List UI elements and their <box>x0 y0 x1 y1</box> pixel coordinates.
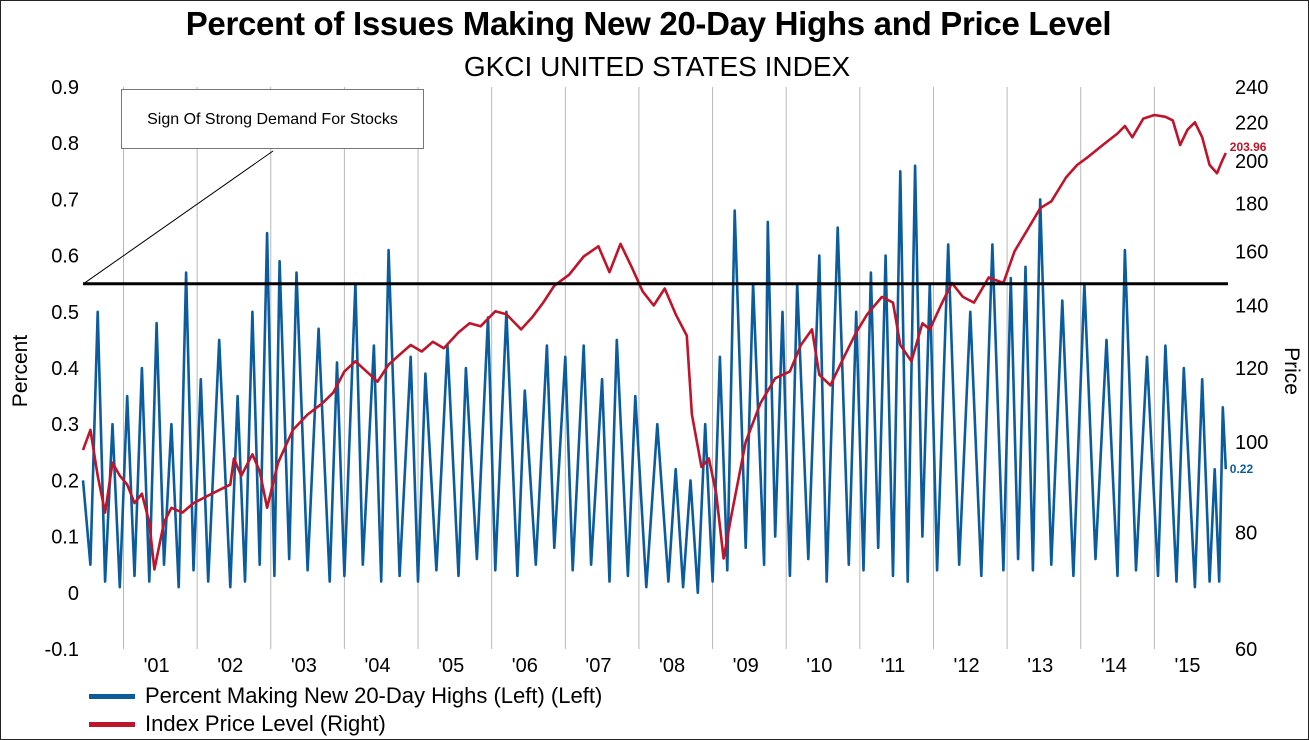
annotation-pointer <box>84 150 274 284</box>
y-left-tick-label: 0.2 <box>51 470 79 492</box>
x-tick-label: '08 <box>659 655 685 677</box>
y-right-tick-label: 140 <box>1235 296 1268 318</box>
chart-subtitle: GKCI UNITED STATES INDEX <box>463 51 851 82</box>
y-right-tick-label: 220 <box>1235 112 1268 134</box>
y-left-tick-label: 0 <box>68 583 79 605</box>
legend-label-price: Index Price Level (Right) <box>145 711 386 736</box>
y-right-tick-label: 80 <box>1235 522 1257 544</box>
y-left-axis-title: Percent <box>9 335 32 408</box>
x-tick-label: '12 <box>954 655 980 677</box>
y-right-axis-title: Price <box>1280 347 1303 395</box>
x-tick-label: '14 <box>1101 655 1127 677</box>
y-left-tick-label: 0.3 <box>51 414 79 436</box>
legend-swatch-price <box>89 722 135 727</box>
x-tick-label: '11 <box>881 655 906 677</box>
y-left-tick-label: 0.4 <box>51 358 79 380</box>
legend-label-percent: Percent Making New 20-Day Highs (Left) (… <box>145 683 603 708</box>
x-tick-label: '10 <box>806 655 832 677</box>
y-right-tick-label: 240 <box>1235 77 1268 99</box>
y-left-tick-label: 0.9 <box>51 77 79 99</box>
y-left-tick-label: -0.1 <box>45 639 79 661</box>
x-tick-label: '06 <box>512 655 538 677</box>
y-right-tick-label: 100 <box>1235 432 1268 454</box>
y-left-tick-label: 0.8 <box>51 133 79 155</box>
x-tick-label: '04 <box>364 655 390 677</box>
x-tick-label: '02 <box>217 655 243 677</box>
y-left-tick-label: 0.1 <box>51 527 79 549</box>
y-right-tick-label: 120 <box>1235 358 1268 380</box>
x-tick-label: '09 <box>733 655 759 677</box>
x-tick-label: '15 <box>1174 655 1200 677</box>
chart-title: Percent of Issues Making New 20-Day High… <box>185 5 1112 42</box>
legend-swatch-percent <box>89 694 135 699</box>
y-left-tick-label: 0.7 <box>51 189 79 211</box>
series-line-percent <box>81 164 1228 595</box>
y-left-tick-label: 0.5 <box>51 302 79 324</box>
x-tick-label: '03 <box>291 655 317 677</box>
percent-last-value-label: 0.22 <box>1230 462 1254 476</box>
x-tick-label: '13 <box>1027 655 1053 677</box>
x-tick-label: '01 <box>144 655 170 677</box>
x-tick-label: '05 <box>438 655 464 677</box>
y-right-tick-label: 180 <box>1235 194 1268 216</box>
y-right-tick-label: 160 <box>1235 241 1268 263</box>
price-last-value-label: 203.96 <box>1230 140 1267 154</box>
series-line-price <box>81 113 1227 571</box>
y-right-tick-label: 60 <box>1235 639 1257 661</box>
x-tick-label: '07 <box>585 655 611 677</box>
y-left-tick-label: 0.6 <box>51 246 79 268</box>
annotation-box: Sign Of Strong Demand For Stocks <box>121 89 424 149</box>
y-right-tick-label: 200 <box>1235 151 1268 173</box>
